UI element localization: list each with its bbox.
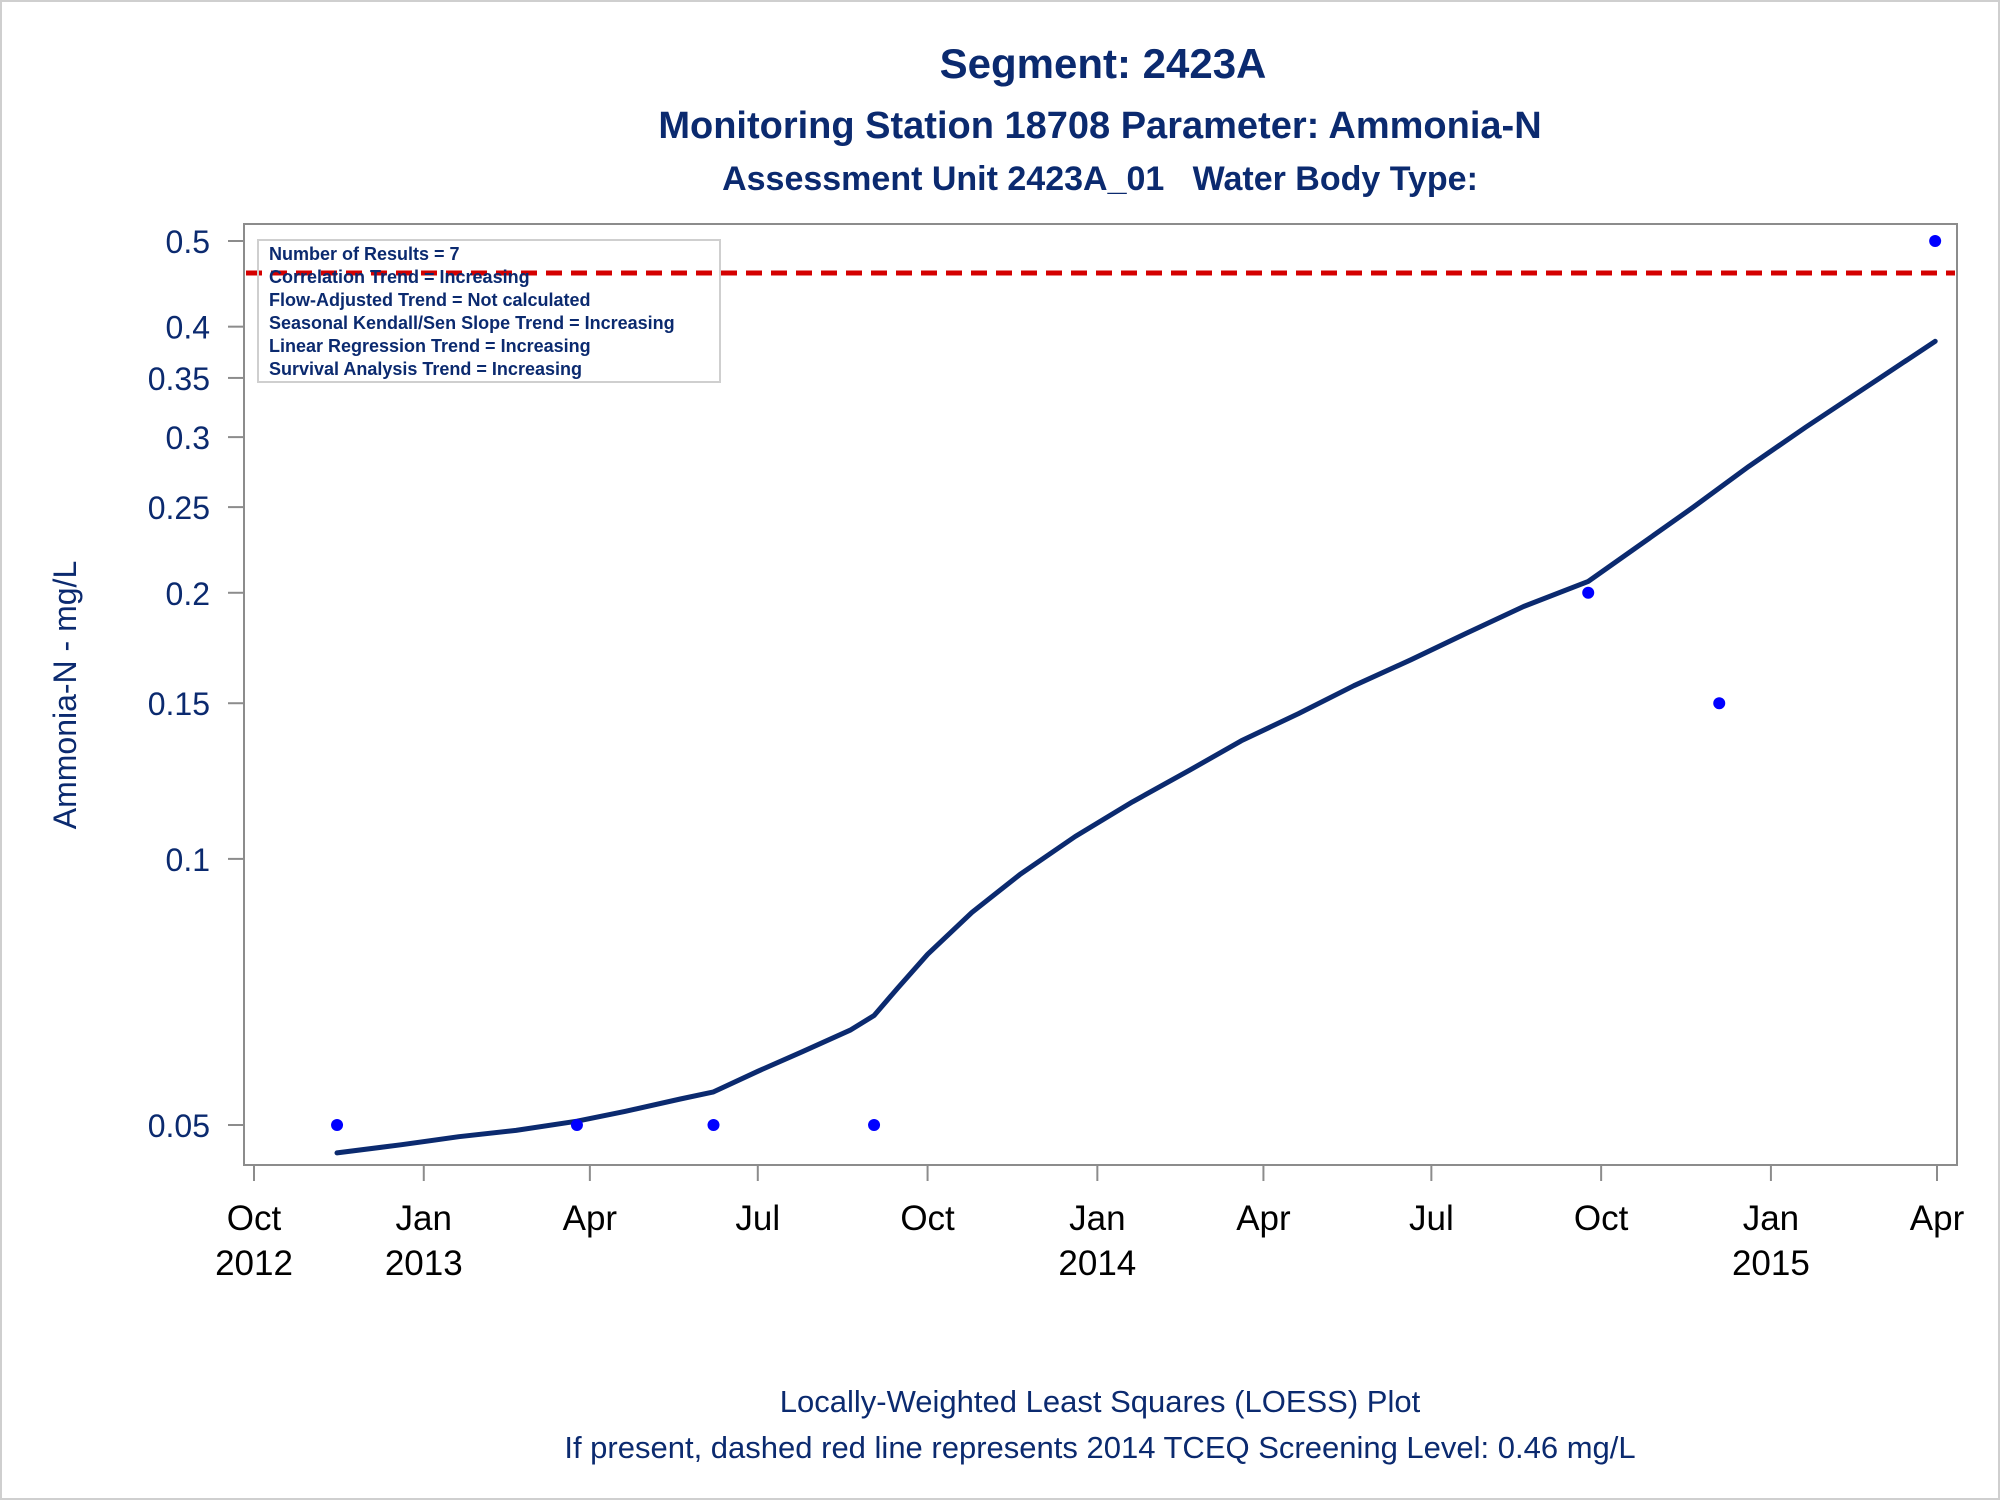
observation-point	[1929, 235, 1942, 247]
chart-subtitle-assessment: Assessment Unit 2423A_01 Water Body Type…	[722, 160, 1478, 198]
x-tick-year-label: 2013	[385, 1244, 463, 1283]
x-tick-label: Oct	[227, 1199, 282, 1238]
x-tick-label: Apr	[1236, 1199, 1291, 1238]
y-tick-label: 0.3	[166, 420, 210, 456]
x-axis: Oct 2012 Jan 2013 Apr Jul Oct Jan 2014 Apr Jul Oct J…	[215, 1165, 1965, 1283]
observation-point	[570, 1119, 583, 1131]
y-axis-label: Ammonia-N - mg/L	[47, 561, 83, 830]
y-tick-label: 0.25	[148, 490, 210, 526]
x-tick-label: Apr	[563, 1199, 618, 1238]
trend-summary-line: Seasonal Kendall/Sen Slope Trend = Incre…	[269, 313, 675, 333]
y-tick-label: 0.15	[148, 686, 210, 722]
x-tick-year-label: 2014	[1058, 1244, 1136, 1283]
y-axis: 0.05 0.1 0.15 0.2 0.25 0.3 0.35 0.4 0.5	[148, 224, 244, 1144]
x-tick-label: Oct	[900, 1199, 955, 1238]
x-tick-label: Oct	[1574, 1199, 1629, 1238]
x-tick-label: Jan	[1743, 1199, 1799, 1238]
x-tick-label: Jul	[735, 1199, 780, 1238]
y-tick-label: 0.1	[166, 842, 210, 878]
x-tick-label: Jul	[1409, 1199, 1454, 1238]
trend-summary-line: Survival Analysis Trend = Increasing	[269, 359, 582, 379]
chart-subtitle-station: Monitoring Station 18708 Parameter: Ammo…	[658, 105, 1541, 147]
trend-summary-line: Number of Results = 7	[269, 244, 460, 264]
chart-title: Segment: 2423A	[940, 40, 1267, 87]
y-tick-label: 0.05	[148, 1108, 210, 1144]
observation-point	[1713, 697, 1726, 710]
trend-summary-box: Number of Results = 7 Correlation Trend …	[257, 239, 721, 383]
x-tick-label: Jan	[396, 1199, 452, 1238]
x-tick-label: Apr	[1910, 1199, 1965, 1238]
footnote-loess: Locally-Weighted Least Squares (LOESS) P…	[780, 1384, 1421, 1419]
y-tick-label: 0.2	[166, 576, 210, 612]
x-tick-year-label: 2012	[215, 1244, 293, 1283]
x-tick-year-label: 2015	[1732, 1244, 1810, 1283]
y-tick-label: 0.5	[166, 224, 210, 260]
loess-line	[334, 338, 1938, 1156]
observation-point	[707, 1119, 720, 1131]
observation-point	[1582, 586, 1595, 599]
trend-summary-line: Correlation Trend = Increasing	[269, 267, 530, 287]
trend-summary-line: Linear Regression Trend = Increasing	[269, 336, 591, 356]
y-tick-label: 0.35	[148, 361, 210, 397]
plot-area	[243, 223, 1958, 1166]
observation-point	[868, 1119, 881, 1131]
trend-summary-border	[257, 239, 721, 383]
x-tick-label: Jan	[1069, 1199, 1125, 1238]
observation-point	[331, 1119, 344, 1131]
y-tick-label: 0.4	[166, 310, 210, 346]
observation-points	[331, 235, 1942, 1131]
trend-summary-line: Flow-Adjusted Trend = Not calculated	[269, 290, 591, 310]
footnote-screening-level: If present, dashed red line represents 2…	[564, 1430, 1635, 1465]
